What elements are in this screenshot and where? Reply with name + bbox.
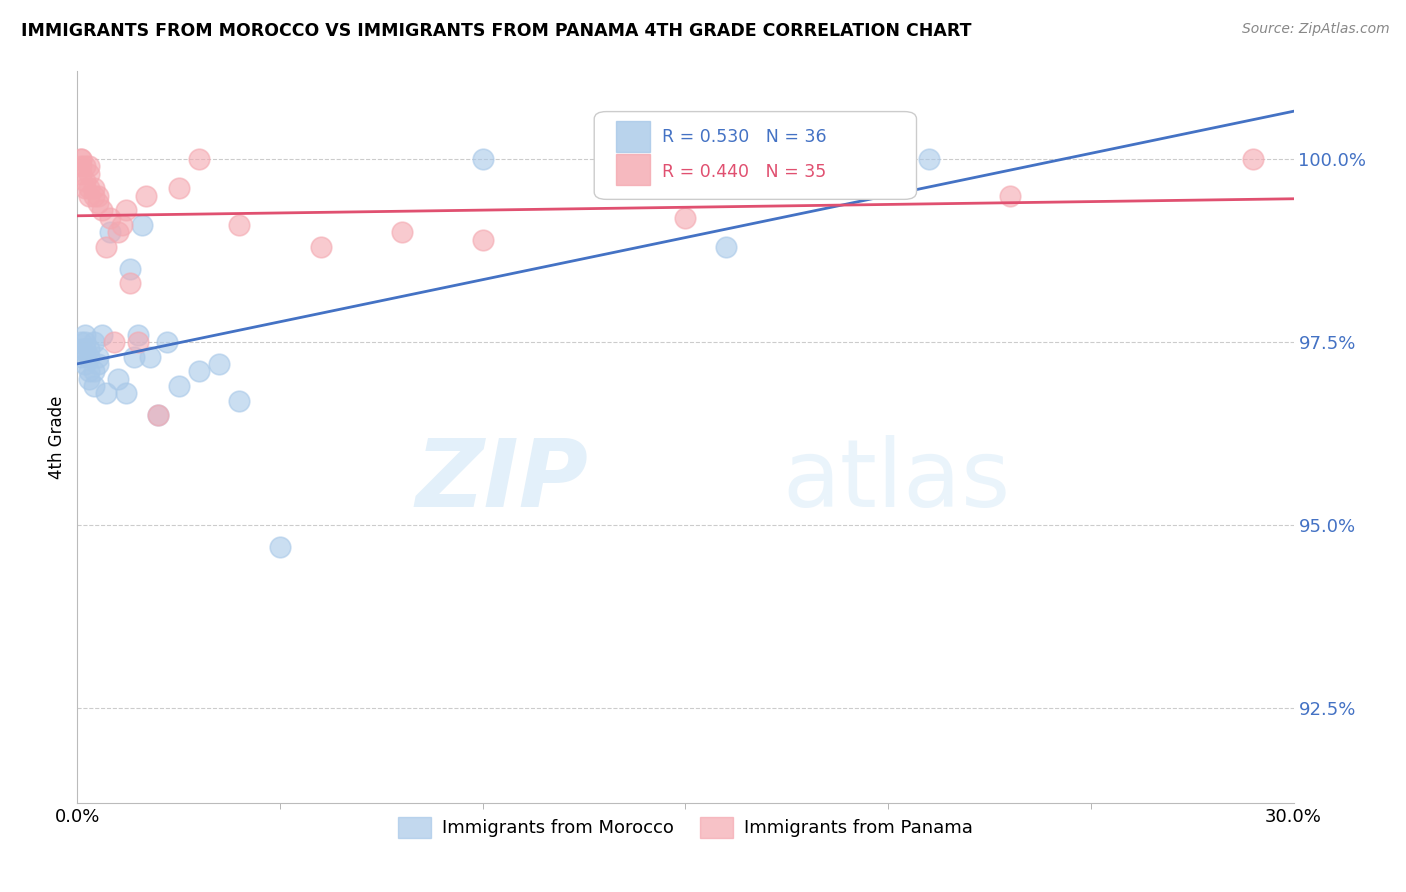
Point	[86, 188, 108, 202]
Point	[75, 174, 97, 188]
Point	[998, 188, 1021, 202]
Point	[94, 386, 117, 401]
Point	[139, 350, 162, 364]
Point	[188, 364, 211, 378]
Point	[1241, 152, 1264, 166]
Point	[70, 152, 93, 166]
Point	[135, 188, 157, 202]
Text: R = 0.530   N = 36: R = 0.530 N = 36	[662, 128, 827, 146]
Point	[127, 334, 149, 349]
Point	[79, 160, 101, 174]
Point	[75, 160, 97, 174]
Point	[391, 225, 413, 239]
Point	[86, 350, 108, 364]
Point	[208, 357, 231, 371]
Point	[714, 240, 737, 254]
Point	[118, 261, 141, 276]
Point	[118, 277, 141, 291]
Point	[70, 152, 93, 166]
Point	[70, 160, 93, 174]
Text: Source: ZipAtlas.com: Source: ZipAtlas.com	[1241, 22, 1389, 37]
Point	[83, 334, 105, 349]
Point	[79, 167, 101, 181]
Point	[115, 203, 138, 218]
Point	[107, 371, 129, 385]
Point	[228, 393, 250, 408]
Point	[79, 350, 101, 364]
Point	[70, 167, 93, 181]
Point	[918, 152, 941, 166]
FancyBboxPatch shape	[595, 112, 917, 200]
Point	[86, 196, 108, 211]
Point	[167, 379, 190, 393]
Point	[79, 371, 101, 385]
Point	[471, 152, 494, 166]
Point	[75, 334, 97, 349]
Point	[79, 343, 101, 357]
Point	[90, 203, 112, 218]
FancyBboxPatch shape	[616, 154, 650, 185]
Point	[122, 350, 145, 364]
Point	[83, 188, 105, 202]
Y-axis label: 4th Grade: 4th Grade	[48, 395, 66, 479]
Point	[79, 188, 101, 202]
Point	[70, 343, 93, 357]
Text: ZIP: ZIP	[415, 435, 588, 527]
Point	[155, 334, 177, 349]
Legend: Immigrants from Morocco, Immigrants from Panama: Immigrants from Morocco, Immigrants from…	[391, 810, 980, 845]
Point	[98, 225, 121, 239]
Point	[94, 240, 117, 254]
Text: atlas: atlas	[783, 435, 1011, 527]
Point	[188, 152, 211, 166]
Point	[75, 343, 97, 357]
Point	[131, 218, 153, 232]
Point	[98, 211, 121, 225]
Point	[269, 540, 291, 554]
Point	[103, 334, 125, 349]
Point	[90, 327, 112, 342]
Point	[83, 379, 105, 393]
Text: R = 0.440   N = 35: R = 0.440 N = 35	[662, 162, 827, 180]
FancyBboxPatch shape	[616, 121, 650, 152]
Point	[127, 327, 149, 342]
Point	[675, 211, 697, 225]
Point	[79, 181, 101, 195]
Point	[75, 327, 97, 342]
Point	[79, 364, 101, 378]
Point	[111, 218, 134, 232]
Point	[70, 350, 93, 364]
Point	[148, 408, 170, 422]
Point	[309, 240, 332, 254]
Point	[75, 357, 97, 371]
Point	[86, 357, 108, 371]
Point	[148, 408, 170, 422]
Text: IMMIGRANTS FROM MOROCCO VS IMMIGRANTS FROM PANAMA 4TH GRADE CORRELATION CHART: IMMIGRANTS FROM MOROCCO VS IMMIGRANTS FR…	[21, 22, 972, 40]
Point	[70, 334, 93, 349]
Point	[228, 218, 250, 232]
Point	[167, 181, 190, 195]
Point	[471, 233, 494, 247]
Point	[115, 386, 138, 401]
Point	[75, 181, 97, 195]
Point	[83, 181, 105, 195]
Point	[83, 364, 105, 378]
Point	[107, 225, 129, 239]
